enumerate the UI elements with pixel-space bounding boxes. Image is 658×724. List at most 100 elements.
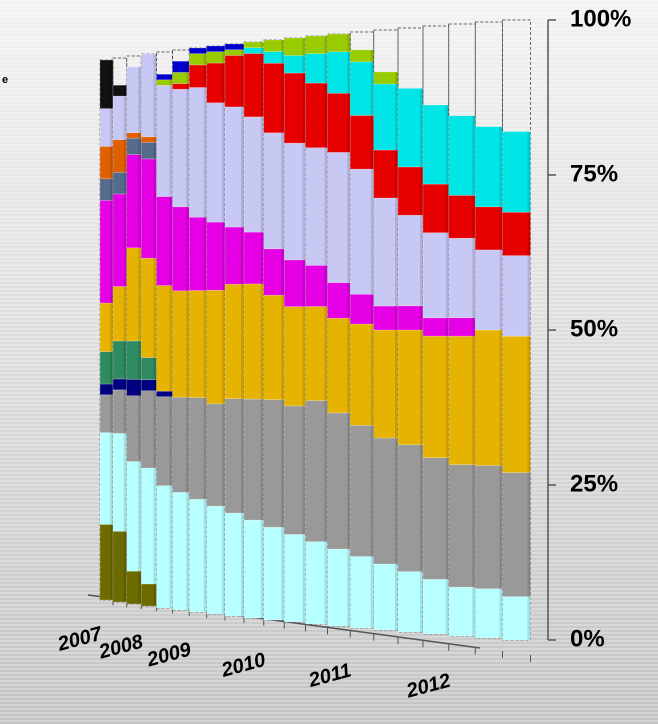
bar-segment (503, 597, 531, 640)
bar-shade (528, 132, 531, 640)
legend-fragment: e (2, 74, 8, 86)
bar-segment (423, 336, 449, 458)
bar-shade (446, 105, 449, 634)
bar-segment (374, 198, 398, 306)
bar-segment (475, 330, 502, 466)
bar-segment (350, 294, 374, 324)
bar-segment (306, 542, 328, 624)
bar-segment (398, 88, 423, 167)
bar-segment (284, 56, 305, 74)
bar-segment (328, 152, 351, 282)
bar-segment (350, 62, 374, 116)
bar-segment (503, 473, 531, 597)
bar-segment (350, 169, 374, 294)
bar-segment (306, 83, 328, 148)
bar-segment (398, 215, 423, 306)
bar-segment (284, 260, 305, 307)
y-tick-label: 25% (570, 470, 618, 497)
bar-segment (475, 207, 502, 250)
bar-segment (475, 250, 502, 330)
bar-shade (110, 60, 113, 600)
bar-shade (138, 67, 141, 604)
bar-segment (328, 283, 351, 319)
bar-shade (303, 38, 306, 622)
bar-segment (398, 572, 423, 632)
y-tick-label: 100% (570, 5, 631, 32)
bar-segment (306, 401, 328, 542)
y-tick-label: 75% (570, 160, 618, 187)
bar-shade (222, 46, 225, 614)
bar-shade (500, 127, 503, 638)
bar-segment (398, 445, 423, 572)
bar-segment (264, 527, 285, 620)
bar-segment (374, 438, 398, 564)
bar-segment (350, 115, 374, 169)
bar-segment (449, 336, 476, 465)
bar-segment (350, 50, 374, 62)
bar-shade (241, 44, 244, 616)
bar-segment (503, 256, 531, 337)
bar-segment (475, 466, 502, 589)
bar-segment (449, 318, 476, 336)
bar-shade (170, 74, 173, 608)
bar-segment (503, 132, 531, 213)
bar-segment (328, 34, 351, 52)
bar-segment (264, 400, 285, 528)
bar-shade (347, 34, 350, 626)
bar-segment (350, 556, 374, 628)
bar-segment (503, 336, 531, 472)
chart: e 0%25%50%75%100%20072008200920102011201… (0, 0, 658, 724)
bar-segment (284, 38, 305, 56)
bar-segment (423, 233, 449, 318)
bar-segment (503, 212, 531, 255)
bar-shade (124, 85, 127, 602)
bar-segment (374, 84, 398, 150)
bar-segment (328, 413, 351, 549)
bar-segment (350, 425, 374, 556)
bar-segment (284, 73, 305, 143)
bar-segment (398, 330, 423, 445)
bar-segment (306, 36, 328, 54)
y-tick-label: 0% (570, 625, 605, 652)
bar-segment (374, 72, 398, 84)
bar-segment (449, 238, 476, 318)
bar-segment (374, 330, 398, 438)
bar-shade (261, 42, 264, 618)
bar-segment (328, 549, 351, 626)
bar-shade (204, 48, 207, 612)
bar-shade (281, 40, 284, 620)
bar-segment (328, 52, 351, 93)
bar-segment (475, 127, 502, 207)
bar-segment (398, 167, 423, 215)
bar-segment (449, 465, 476, 587)
bar-segment (306, 54, 328, 83)
bar-segment (449, 116, 476, 196)
bar-segment (264, 133, 285, 249)
bar-segment (306, 265, 328, 306)
bar-segment (328, 93, 351, 152)
bar-shade (325, 36, 328, 624)
bar-segment (449, 195, 476, 238)
bar-segment (284, 307, 305, 406)
bar-segment (264, 40, 285, 52)
bar-segment (264, 63, 285, 133)
bar-segment (423, 318, 449, 336)
bar-segment (284, 534, 305, 622)
bar-segment (284, 406, 305, 534)
bar-segment (449, 587, 476, 636)
bar-segment (264, 295, 285, 399)
bar-segment (423, 105, 449, 184)
bar-segment (475, 589, 502, 638)
bar-segment (374, 564, 398, 630)
bar-segment (306, 148, 328, 266)
bar-segment (374, 306, 398, 330)
bar-segment (328, 318, 351, 413)
bar-shade (420, 88, 423, 632)
bar-segment (398, 306, 423, 330)
bar-segment (284, 143, 305, 260)
bar-shade (395, 72, 398, 630)
bar-segment (264, 249, 285, 295)
bar-segment (306, 306, 328, 400)
bar-segment (264, 52, 285, 64)
bar-segment (350, 324, 374, 425)
